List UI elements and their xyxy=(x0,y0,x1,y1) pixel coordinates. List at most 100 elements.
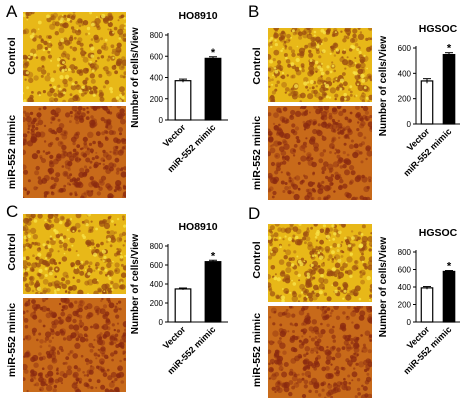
cell-dot xyxy=(349,93,353,97)
cell-dot xyxy=(339,322,347,329)
cell-dot xyxy=(361,350,364,353)
cell-dot xyxy=(321,170,325,175)
cell-dot xyxy=(306,366,311,370)
highlight-dot xyxy=(335,48,339,52)
cell-dot xyxy=(315,292,320,298)
cell-dot xyxy=(352,28,358,34)
cell-dot xyxy=(55,172,61,178)
micro-image-control-c xyxy=(23,214,126,294)
cell-dot xyxy=(280,328,287,335)
cell-dot xyxy=(38,352,42,356)
cell-dot xyxy=(351,379,354,382)
cell-dot xyxy=(39,292,43,294)
cell-dot xyxy=(360,160,364,164)
bar-mimic xyxy=(442,270,456,323)
cell-dot xyxy=(345,238,350,243)
cell-dot xyxy=(297,373,300,376)
cell-dot xyxy=(77,229,81,233)
cell-dot xyxy=(303,379,309,385)
cell-dot xyxy=(270,234,275,238)
highlight-dot xyxy=(101,13,106,19)
cell-dot xyxy=(283,53,288,57)
cell-dot xyxy=(287,189,292,195)
cell-dot xyxy=(303,384,308,389)
cell-dot xyxy=(269,147,276,154)
cell-dot xyxy=(30,214,36,219)
highlight-dot xyxy=(37,28,40,30)
micro-image-mimic-c xyxy=(23,298,126,392)
cell-dot xyxy=(55,107,61,114)
cell-dot xyxy=(24,188,28,192)
highlight-dot xyxy=(331,250,335,255)
cell-dot xyxy=(116,58,123,65)
cell-dot xyxy=(276,359,283,365)
cell-dot xyxy=(88,226,94,231)
cell-dot xyxy=(305,236,311,242)
cell-dot xyxy=(27,121,33,127)
cell-dot xyxy=(65,112,71,118)
cell-dot xyxy=(52,129,55,132)
cell-dot xyxy=(47,252,52,257)
cell-dot xyxy=(312,172,315,176)
y-tick-label: 0 xyxy=(159,318,164,327)
highlight-dot xyxy=(109,87,113,91)
cell-dot xyxy=(358,315,365,321)
cell-dot xyxy=(323,161,329,167)
cell-dot xyxy=(333,382,337,386)
cell-dot xyxy=(268,151,272,157)
cell-dot xyxy=(328,254,333,259)
cell-dot xyxy=(67,291,71,294)
cell-dot xyxy=(312,326,319,333)
highlight-dot xyxy=(331,267,336,272)
cell-dot xyxy=(72,12,76,14)
cell-dot xyxy=(280,270,285,275)
highlight-dot xyxy=(356,47,360,51)
cell-dot xyxy=(356,174,362,180)
cell-dot xyxy=(308,49,312,54)
highlight-dot xyxy=(64,74,70,79)
highlight-dot xyxy=(89,247,92,250)
cell-dot xyxy=(25,214,32,218)
cell-dot xyxy=(301,322,305,326)
cell-dot xyxy=(330,309,334,313)
cell-dot xyxy=(337,286,341,291)
cell-dot xyxy=(109,195,112,198)
cell-dot xyxy=(23,29,27,35)
highlight-dot xyxy=(331,284,333,286)
cell-dot xyxy=(367,361,372,367)
cell-dot xyxy=(275,166,281,172)
cell-dot xyxy=(58,345,64,351)
cell-dot xyxy=(282,140,288,146)
cell-dot xyxy=(71,69,75,74)
cell-dot xyxy=(76,314,80,318)
cell-dot xyxy=(291,257,295,261)
cell-dot xyxy=(43,191,49,196)
chart-title: HO8910 xyxy=(178,221,217,233)
cell-dot xyxy=(318,246,322,250)
cell-dot xyxy=(349,90,353,94)
cell-dot xyxy=(313,93,317,97)
highlight-dot xyxy=(325,95,329,99)
highlight-dot xyxy=(270,45,273,48)
cell-dot xyxy=(23,225,29,232)
cell-dot xyxy=(365,145,371,151)
cell-dot xyxy=(339,130,345,135)
highlight-dot xyxy=(25,246,28,249)
cell-dot xyxy=(327,383,331,386)
cell-dot xyxy=(69,192,73,196)
cell-dot xyxy=(36,247,42,252)
highlight-dot xyxy=(48,48,51,51)
cell-dot xyxy=(110,235,116,241)
cell-dot xyxy=(69,192,73,196)
cell-dot xyxy=(86,190,94,197)
cell-dot xyxy=(49,23,56,30)
cell-dot xyxy=(335,86,340,91)
cell-dot xyxy=(75,214,82,219)
highlight-dot xyxy=(54,230,59,235)
cell-dot xyxy=(288,39,291,42)
highlight-dot xyxy=(59,19,63,24)
highlight-dot xyxy=(313,34,316,37)
cell-dot xyxy=(286,118,289,121)
cell-dot xyxy=(271,143,274,147)
cell-dot xyxy=(274,390,277,394)
